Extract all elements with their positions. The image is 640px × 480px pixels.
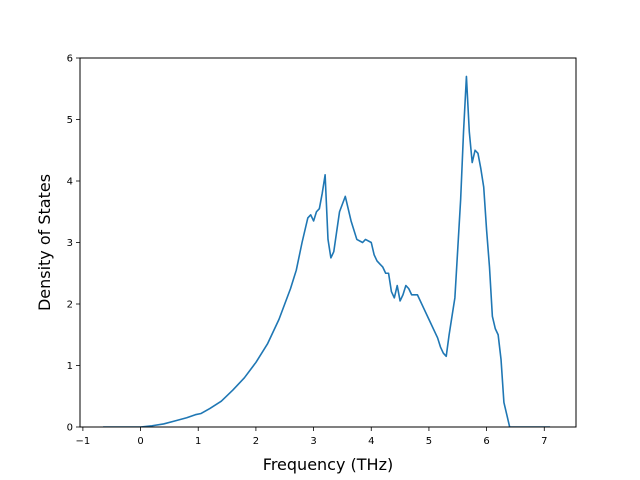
y-tick-label: 5 xyxy=(67,115,73,126)
y-tick-label: 3 xyxy=(67,238,73,249)
y-tick-label: 2 xyxy=(67,300,73,311)
x-tick-label: 1 xyxy=(195,436,201,447)
y-tick-label: 4 xyxy=(67,177,73,188)
x-axis-ticks: −1 0 1 2 3 4 5 6 7 xyxy=(76,427,547,447)
x-tick-label: 5 xyxy=(426,436,432,447)
x-tick-label: 6 xyxy=(483,436,489,447)
x-tick-label: −1 xyxy=(76,436,91,447)
x-tick-label: 0 xyxy=(137,436,143,447)
y-tick-label: 1 xyxy=(67,361,73,372)
plot-area xyxy=(103,75,551,427)
x-tick-label: 2 xyxy=(253,436,259,447)
y-axis-label: Density of States xyxy=(35,174,54,311)
x-tick-label: 4 xyxy=(368,436,374,447)
x-axis-label: Frequency (THz) xyxy=(263,455,393,474)
dos-series-line xyxy=(103,75,551,427)
x-tick-label: 7 xyxy=(541,436,547,447)
y-tick-label: 6 xyxy=(67,54,73,65)
axes-frame xyxy=(79,57,577,428)
y-axis-ticks: 0 1 2 3 4 5 6 xyxy=(67,54,80,434)
y-tick-label: 0 xyxy=(67,423,73,434)
x-tick-label: 3 xyxy=(310,436,316,447)
